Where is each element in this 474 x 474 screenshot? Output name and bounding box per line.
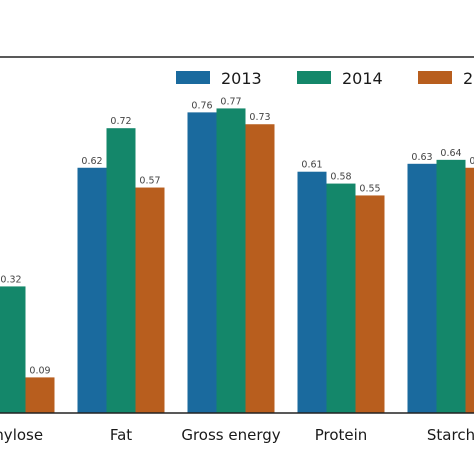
- bar-2014-protein: [326, 183, 356, 413]
- bar-2015-amylose: [25, 377, 55, 413]
- x-tick-labels: Amylose Fat Gross energy Protein Starch: [0, 426, 474, 444]
- legend-label-2015: 2015: [463, 69, 474, 88]
- value-label: 0.62: [81, 156, 102, 167]
- value-label: 0.77: [220, 96, 241, 107]
- value-label: 0.61: [301, 160, 322, 171]
- legend-label-2013: 2013: [221, 69, 262, 88]
- bar-2013-protein: [297, 171, 327, 413]
- bar-2014-gross-energy: [216, 108, 246, 413]
- bar-2015-protein: [355, 195, 385, 413]
- bars-layer: [0, 108, 474, 413]
- legend-swatch-2013: [176, 71, 210, 84]
- bar-2015-starch: [465, 167, 474, 413]
- bar-2014-fat: [106, 128, 136, 413]
- value-label: 0.72: [110, 116, 131, 127]
- legend-swatch-2015: [418, 71, 452, 84]
- x-tick-label: Protein: [315, 426, 368, 444]
- x-tick-label: Fat: [110, 426, 132, 444]
- value-label: 0.63: [411, 152, 432, 163]
- legend-label-2014: 2014: [342, 69, 383, 88]
- value-label: 0.32: [0, 274, 21, 285]
- value-label: 0.09: [29, 365, 50, 376]
- bar-2013-starch: [407, 163, 437, 413]
- legend: 2013 2014 2015: [176, 69, 474, 88]
- bar-2013-fat: [77, 167, 107, 413]
- bar-2013-gross-energy: [187, 112, 217, 413]
- bar-2015-gross-energy: [245, 124, 275, 413]
- value-labels-layer: 0.490.320.090.620.720.570.760.770.730.61…: [0, 96, 474, 376]
- value-label: 0.57: [139, 176, 160, 187]
- bar-2015-fat: [135, 187, 165, 413]
- x-tick-label: Starch: [427, 426, 474, 444]
- x-tick-label: Amylose: [0, 426, 43, 444]
- legend-swatch-2014: [297, 71, 331, 84]
- value-label: 0.55: [359, 183, 380, 194]
- bar-2014-starch: [436, 159, 466, 413]
- bar-2014-amylose: [0, 286, 26, 413]
- value-label: 0.73: [249, 112, 270, 123]
- value-label: 0.58: [330, 172, 351, 183]
- value-label: 0.62: [469, 156, 474, 167]
- value-label: 0.64: [440, 148, 461, 159]
- x-tick-label: Gross energy: [181, 426, 280, 444]
- value-label: 0.76: [191, 100, 212, 111]
